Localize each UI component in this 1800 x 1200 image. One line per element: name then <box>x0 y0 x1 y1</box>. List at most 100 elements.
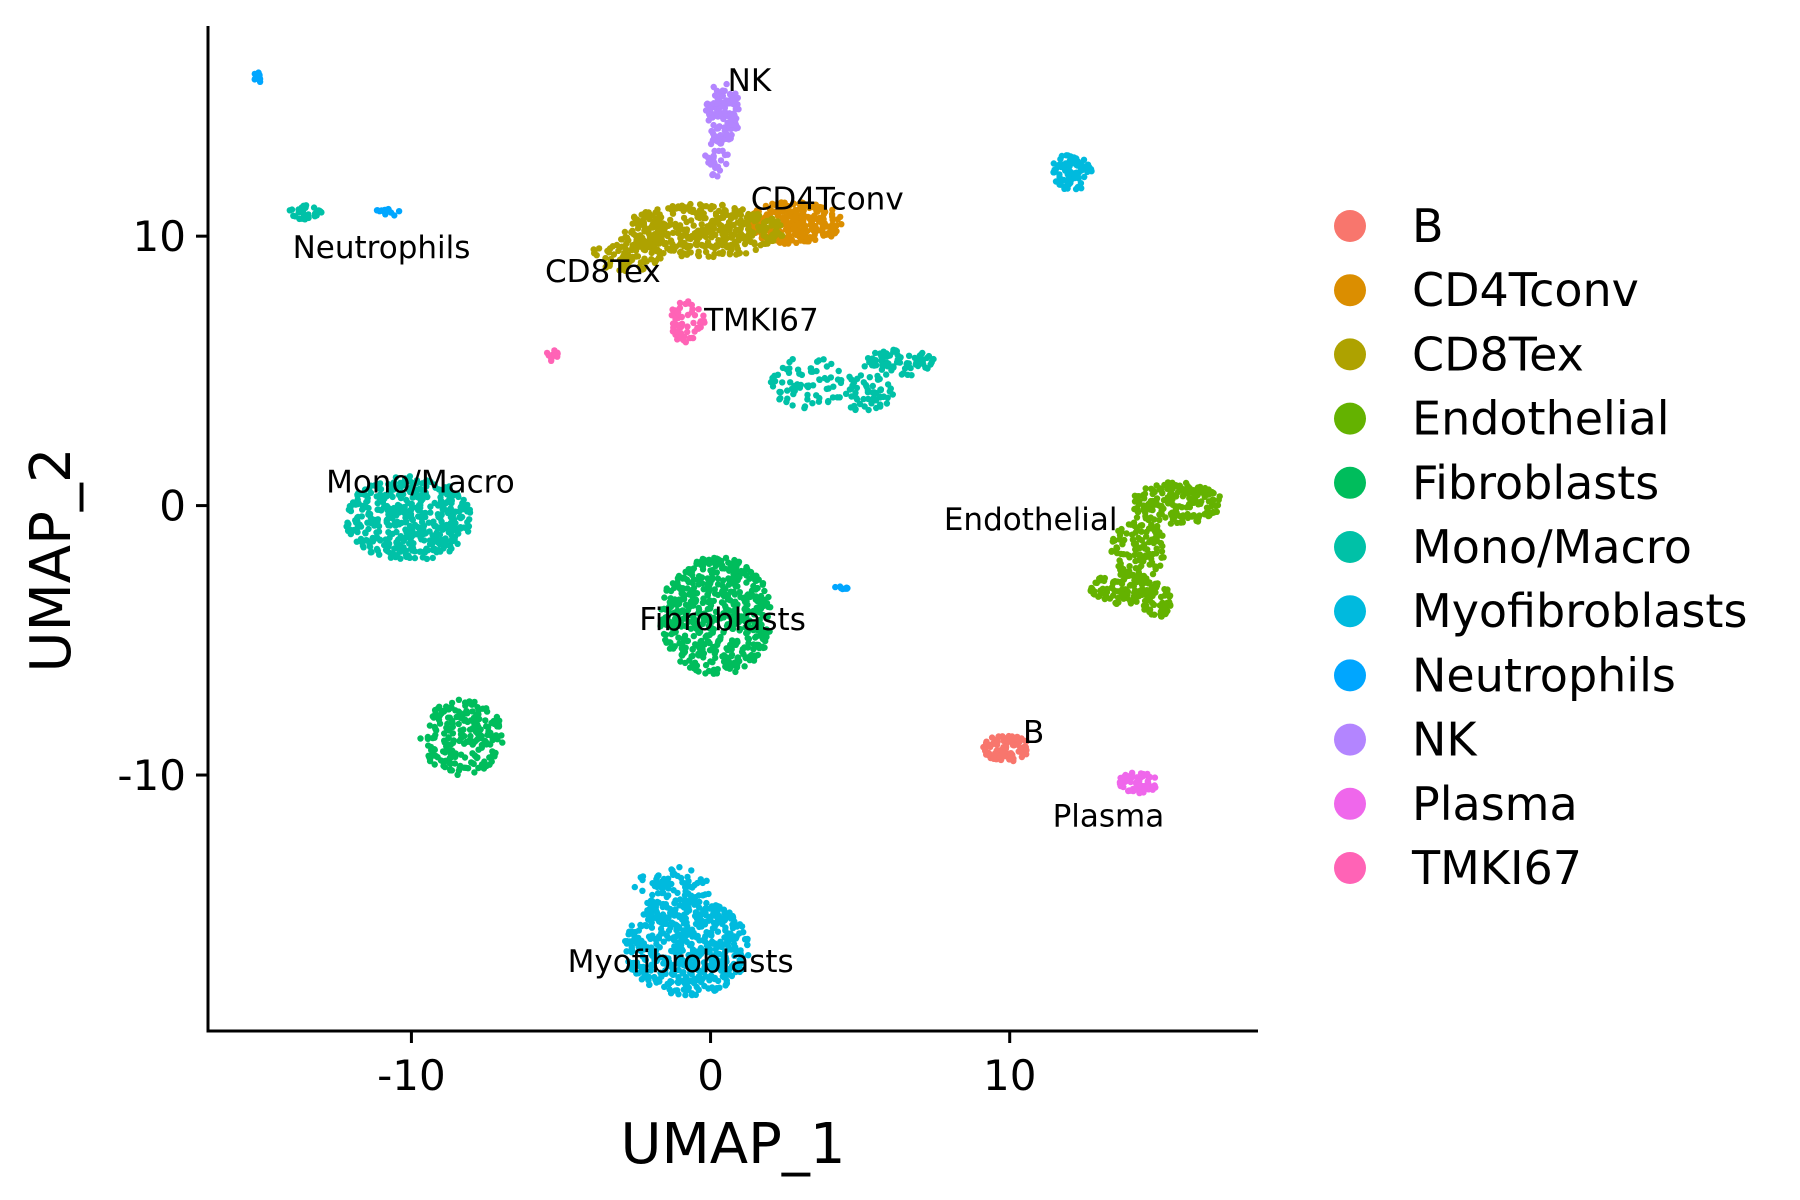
data-point <box>807 368 815 375</box>
data-point <box>709 171 717 178</box>
data-point <box>738 923 746 930</box>
data-point <box>683 251 691 258</box>
cluster-label: CD4Tconv <box>751 181 904 217</box>
data-point <box>427 503 434 510</box>
data-point <box>1111 537 1119 544</box>
data-point <box>652 209 659 216</box>
data-point <box>1169 515 1177 523</box>
data-point <box>678 320 686 327</box>
data-point <box>725 581 733 588</box>
data-point <box>417 548 424 555</box>
x-tick-label: -10 <box>377 1051 446 1100</box>
data-point <box>659 878 666 885</box>
data-point <box>443 521 450 529</box>
cluster-label: B <box>1023 715 1044 751</box>
data-point <box>712 647 720 655</box>
data-point <box>676 249 684 256</box>
data-point <box>1108 547 1116 555</box>
data-point <box>648 249 655 257</box>
data-point <box>712 951 720 958</box>
data-point <box>1142 485 1149 492</box>
data-point <box>736 208 744 215</box>
data-point <box>655 254 663 261</box>
data-point <box>750 582 757 590</box>
y-tick-label: -10 <box>117 751 186 800</box>
data-point <box>714 638 722 646</box>
data-point <box>1213 502 1220 510</box>
data-point <box>1126 582 1134 589</box>
data-point <box>446 759 453 767</box>
data-point <box>675 634 682 641</box>
data-point <box>1145 516 1152 524</box>
data-point <box>718 599 726 606</box>
legend-label: Mono/Macro <box>1412 520 1692 574</box>
data-point <box>991 750 999 757</box>
data-point <box>1113 578 1120 585</box>
series-fibroblasts <box>417 554 774 778</box>
legend-item: TMKI67 <box>1334 841 1582 895</box>
data-point <box>699 645 706 653</box>
data-point <box>837 379 845 387</box>
data-point <box>774 371 782 378</box>
data-point <box>653 940 660 948</box>
data-point <box>1160 554 1167 561</box>
data-point <box>367 489 375 496</box>
data-point <box>400 544 407 551</box>
data-point <box>695 610 702 617</box>
data-point <box>725 608 732 615</box>
data-point <box>876 375 883 383</box>
data-point <box>1152 563 1159 570</box>
data-point <box>820 232 827 239</box>
data-point <box>704 559 711 566</box>
data-point <box>714 666 721 673</box>
data-point <box>633 239 640 246</box>
data-point <box>437 497 445 504</box>
data-point <box>695 306 702 313</box>
data-point <box>893 359 901 366</box>
data-point <box>877 386 884 394</box>
data-point <box>397 483 405 490</box>
data-point <box>406 522 414 530</box>
data-point <box>679 575 686 582</box>
data-point <box>375 528 383 535</box>
data-point <box>1153 582 1161 590</box>
data-point <box>684 311 692 319</box>
data-point <box>726 576 733 584</box>
data-point <box>732 668 739 676</box>
data-point <box>708 929 715 937</box>
legend-item: B <box>1334 199 1444 253</box>
data-point <box>739 221 747 228</box>
data-point <box>821 208 828 216</box>
data-point <box>689 646 696 653</box>
data-point <box>769 374 776 382</box>
data-point <box>981 746 989 753</box>
data-point <box>593 252 600 259</box>
data-point <box>545 352 552 359</box>
data-point <box>872 357 879 364</box>
data-point <box>835 367 842 375</box>
data-point <box>721 108 729 116</box>
data-point <box>441 730 448 737</box>
data-point <box>490 717 497 725</box>
data-point <box>655 872 662 879</box>
data-point <box>640 265 647 273</box>
data-point <box>731 659 738 666</box>
data-point <box>668 206 675 213</box>
data-point <box>670 645 677 652</box>
data-point <box>743 617 750 625</box>
legend-item: Endothelial <box>1334 392 1670 446</box>
data-point <box>447 754 455 761</box>
data-point <box>879 355 886 363</box>
data-point <box>728 131 735 139</box>
data-point <box>448 767 456 774</box>
legend-key <box>1334 402 1366 435</box>
data-point <box>1156 516 1163 524</box>
data-point <box>1136 536 1143 543</box>
data-point <box>425 742 432 749</box>
data-point <box>664 232 671 240</box>
data-point <box>1147 497 1155 505</box>
data-point <box>714 581 722 588</box>
data-point <box>706 647 714 654</box>
data-point <box>710 670 717 677</box>
data-point <box>466 509 474 516</box>
